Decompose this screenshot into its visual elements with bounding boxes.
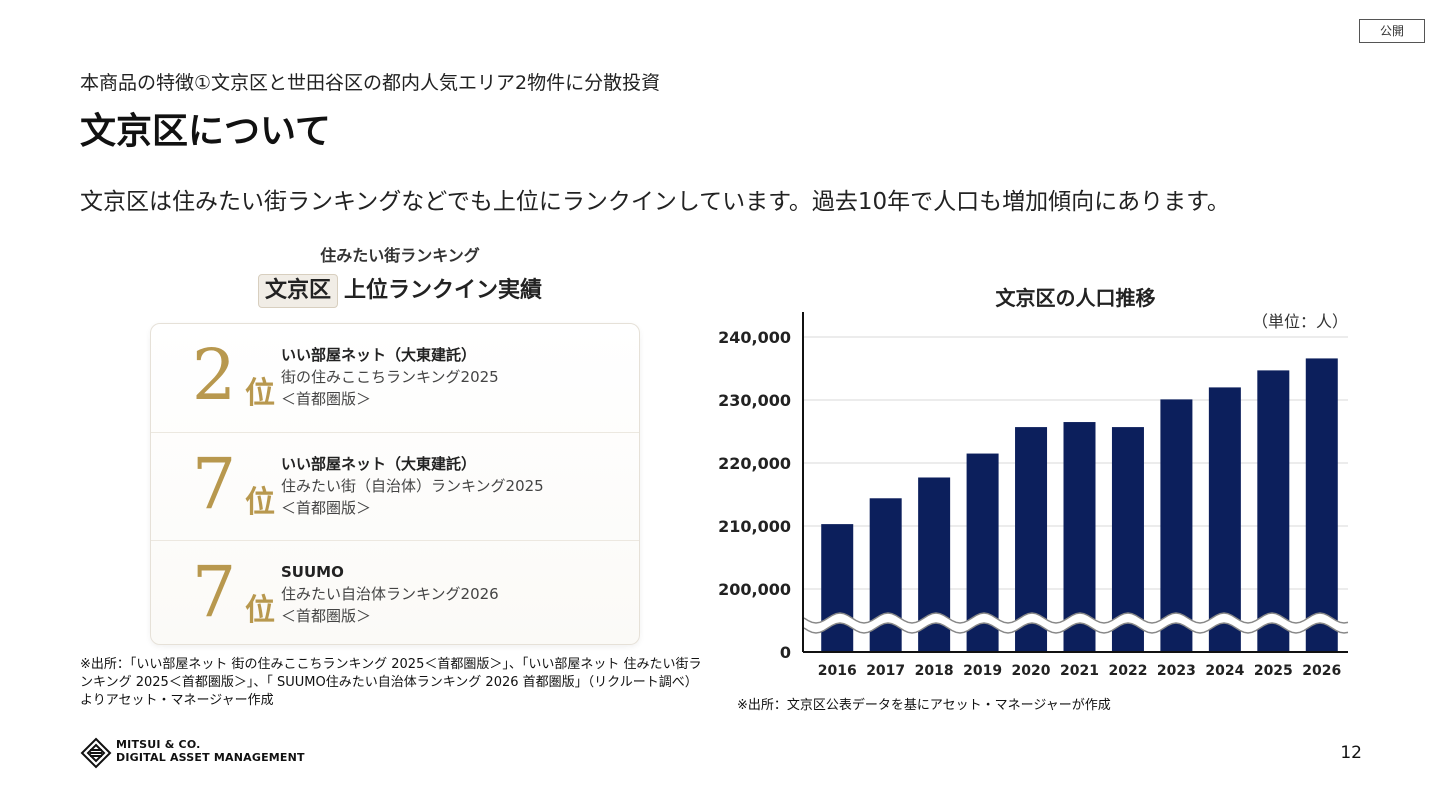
rank-text: いい部屋ネット（大東建託） 街の住みここちランキング2025 ＜首都圏版＞ <box>281 344 499 410</box>
axis-break-line <box>803 612 1349 624</box>
x-tick-label: 2018 <box>915 663 954 679</box>
x-tick-label: 2021 <box>1060 663 1099 679</box>
rank-region: ＜首都圏版＞ <box>281 390 372 408</box>
x-tick-label: 2019 <box>963 663 1002 679</box>
x-tick-label: 2026 <box>1302 663 1341 679</box>
page-number: 12 <box>1340 743 1362 763</box>
chart-title: 文京区の人口推移 <box>995 286 1156 310</box>
rank-suffix: 位 <box>245 376 275 411</box>
page-title: 文京区について <box>80 111 331 152</box>
rank-number: 2 <box>191 334 237 416</box>
ranking-card: 2 位 いい部屋ネット（大東建託） 街の住みここちランキング2025 ＜首都圏版… <box>150 323 640 645</box>
rank-ranking-name: 街の住みここちランキング2025 <box>281 368 499 386</box>
rank-ranking-name: 住みたい自治体ランキング2026 <box>281 585 499 603</box>
axis-break-line <box>803 622 1349 634</box>
y-tick-label: 240,000 <box>718 328 791 347</box>
x-tick-label: 2016 <box>818 663 857 679</box>
ranking-heading: 文京区 上位ランクイン実績 <box>150 272 650 308</box>
rank-region: ＜首都圏版＞ <box>281 499 372 517</box>
ranking-row: 7 位 いい部屋ネット（大東建託） 住みたい街（自治体）ランキング2025 ＜首… <box>151 432 639 541</box>
x-tick-label: 2017 <box>866 663 905 679</box>
ranking-caption: 住みたい街ランキング <box>320 246 480 265</box>
rank-ranking-name: 住みたい街（自治体）ランキング2025 <box>281 477 544 495</box>
bar <box>1257 370 1290 652</box>
mitsui-logo-icon <box>80 737 112 769</box>
ranking-row: 2 位 いい部屋ネット（大東建託） 街の住みここちランキング2025 ＜首都圏版… <box>151 324 639 432</box>
population-bar-chart: 240,000 230,000 220,000 210,000 200,000 0 2016… <box>718 312 1349 679</box>
rank-number: 7 <box>191 551 237 633</box>
x-tick-label: 2025 <box>1254 663 1293 679</box>
public-badge: 公開 <box>1359 19 1425 43</box>
y-tick-label: 230,000 <box>718 391 791 410</box>
rank-suffix: 位 <box>245 485 275 520</box>
y-tick-label: 220,000 <box>718 454 791 473</box>
ranking-heading-boxed: 文京区 <box>257 274 338 308</box>
bar <box>1208 387 1241 652</box>
rank-source: いい部屋ネット（大東建託） <box>281 346 477 364</box>
rank-suffix: 位 <box>245 593 275 628</box>
page-subtitle: 本商品の特徴①文京区と世田谷区の都内人気エリア2物件に分散投資 <box>80 72 661 94</box>
ranking-row: 7 位 SUUMO 住みたい自治体ランキング2026 ＜首都圏版＞ <box>151 540 639 644</box>
y-tick-label: 0 <box>780 643 791 662</box>
bar <box>1160 399 1193 652</box>
chart-source-note: ※出所：文京区公表データを基にアセット・マネージャーが作成 <box>737 698 1111 713</box>
rank-source: いい部屋ネット（大東建託） <box>281 455 477 473</box>
rank-text: SUUMO 住みたい自治体ランキング2026 ＜首都圏版＞ <box>281 561 499 627</box>
rank-region: ＜首都圏版＞ <box>281 607 372 625</box>
bar <box>1305 358 1338 652</box>
logo-text: MITSUI & CO. DIGITAL ASSET MANAGEMENT <box>116 738 305 764</box>
x-tick-label: 2023 <box>1157 663 1196 679</box>
x-tick-label: 2020 <box>1012 663 1051 679</box>
ranking-heading-rest: 上位ランクイン実績 <box>344 278 543 303</box>
y-tick-label: 210,000 <box>718 517 791 536</box>
chart-unit-label: （単位：人） <box>1251 312 1348 331</box>
y-tick-label: 200,000 <box>718 580 791 599</box>
logo-line-2: DIGITAL ASSET MANAGEMENT <box>116 751 305 764</box>
rank-source: SUUMO <box>281 563 344 581</box>
lead-text: 文京区は住みたい街ランキングなどでも上位にランクインしています。過去10年で人口… <box>80 189 1230 215</box>
logo-line-1: MITSUI & CO. <box>116 738 201 751</box>
rank-number: 7 <box>191 443 237 525</box>
company-logo: MITSUI & CO. DIGITAL ASSET MANAGEMENT <box>80 737 305 773</box>
ranking-source-note: ※出所：「いい部屋ネット 街の住みここちランキング 2025＜首都圏版＞」、「い… <box>80 657 702 708</box>
rank-text: いい部屋ネット（大東建託） 住みたい街（自治体）ランキング2025 ＜首都圏版＞ <box>281 453 544 519</box>
x-tick-label: 2022 <box>1108 663 1147 679</box>
bar <box>821 524 854 652</box>
x-tick-label: 2024 <box>1205 663 1244 679</box>
